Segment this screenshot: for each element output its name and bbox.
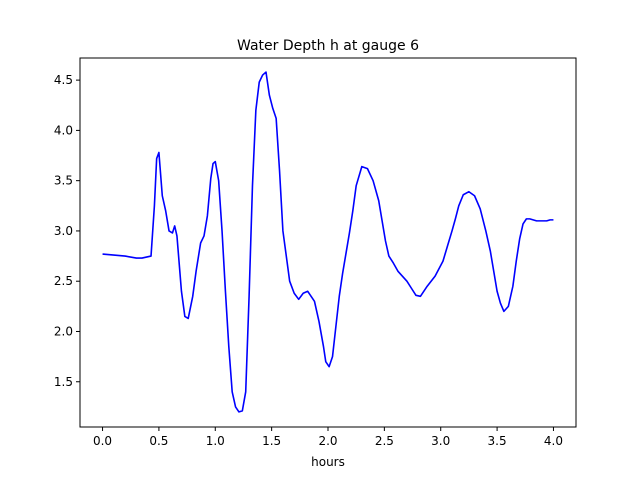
- plot-frame: [79, 57, 577, 428]
- y-tick-label: 3.0: [54, 224, 73, 238]
- y-tick-label: 2.0: [54, 324, 73, 338]
- plot-area: [102, 71, 554, 413]
- x-axis: 0.0 0.5 1.0 1.5 2.0 2.5 3.0 3.5 4.0: [93, 427, 563, 448]
- y-tick-label: 2.5: [54, 274, 73, 288]
- y-tick-label: 4.0: [54, 123, 73, 137]
- x-tick-label: 0.5: [149, 434, 168, 448]
- y-axis: 1.5 2.0 2.5 3.0 3.5 4.0 4.5: [54, 73, 80, 389]
- chart-title: Water Depth h at gauge 6: [237, 38, 419, 54]
- y-tick-label: 4.5: [54, 73, 73, 87]
- y-tick-label: 3.5: [54, 174, 73, 188]
- x-tick-label: 3.0: [431, 434, 450, 448]
- x-tick-label: 0.0: [93, 434, 112, 448]
- x-tick-label: 4.0: [544, 434, 563, 448]
- x-tick-label: 3.5: [488, 434, 507, 448]
- x-tick-label: 2.0: [318, 434, 337, 448]
- x-axis-label: hours: [311, 455, 345, 469]
- y-tick-label: 1.5: [54, 375, 73, 389]
- x-tick-label: 2.5: [375, 434, 394, 448]
- x-tick-label: 1.0: [206, 434, 225, 448]
- series-line-0: [102, 71, 554, 413]
- x-tick-label: 1.5: [262, 434, 281, 448]
